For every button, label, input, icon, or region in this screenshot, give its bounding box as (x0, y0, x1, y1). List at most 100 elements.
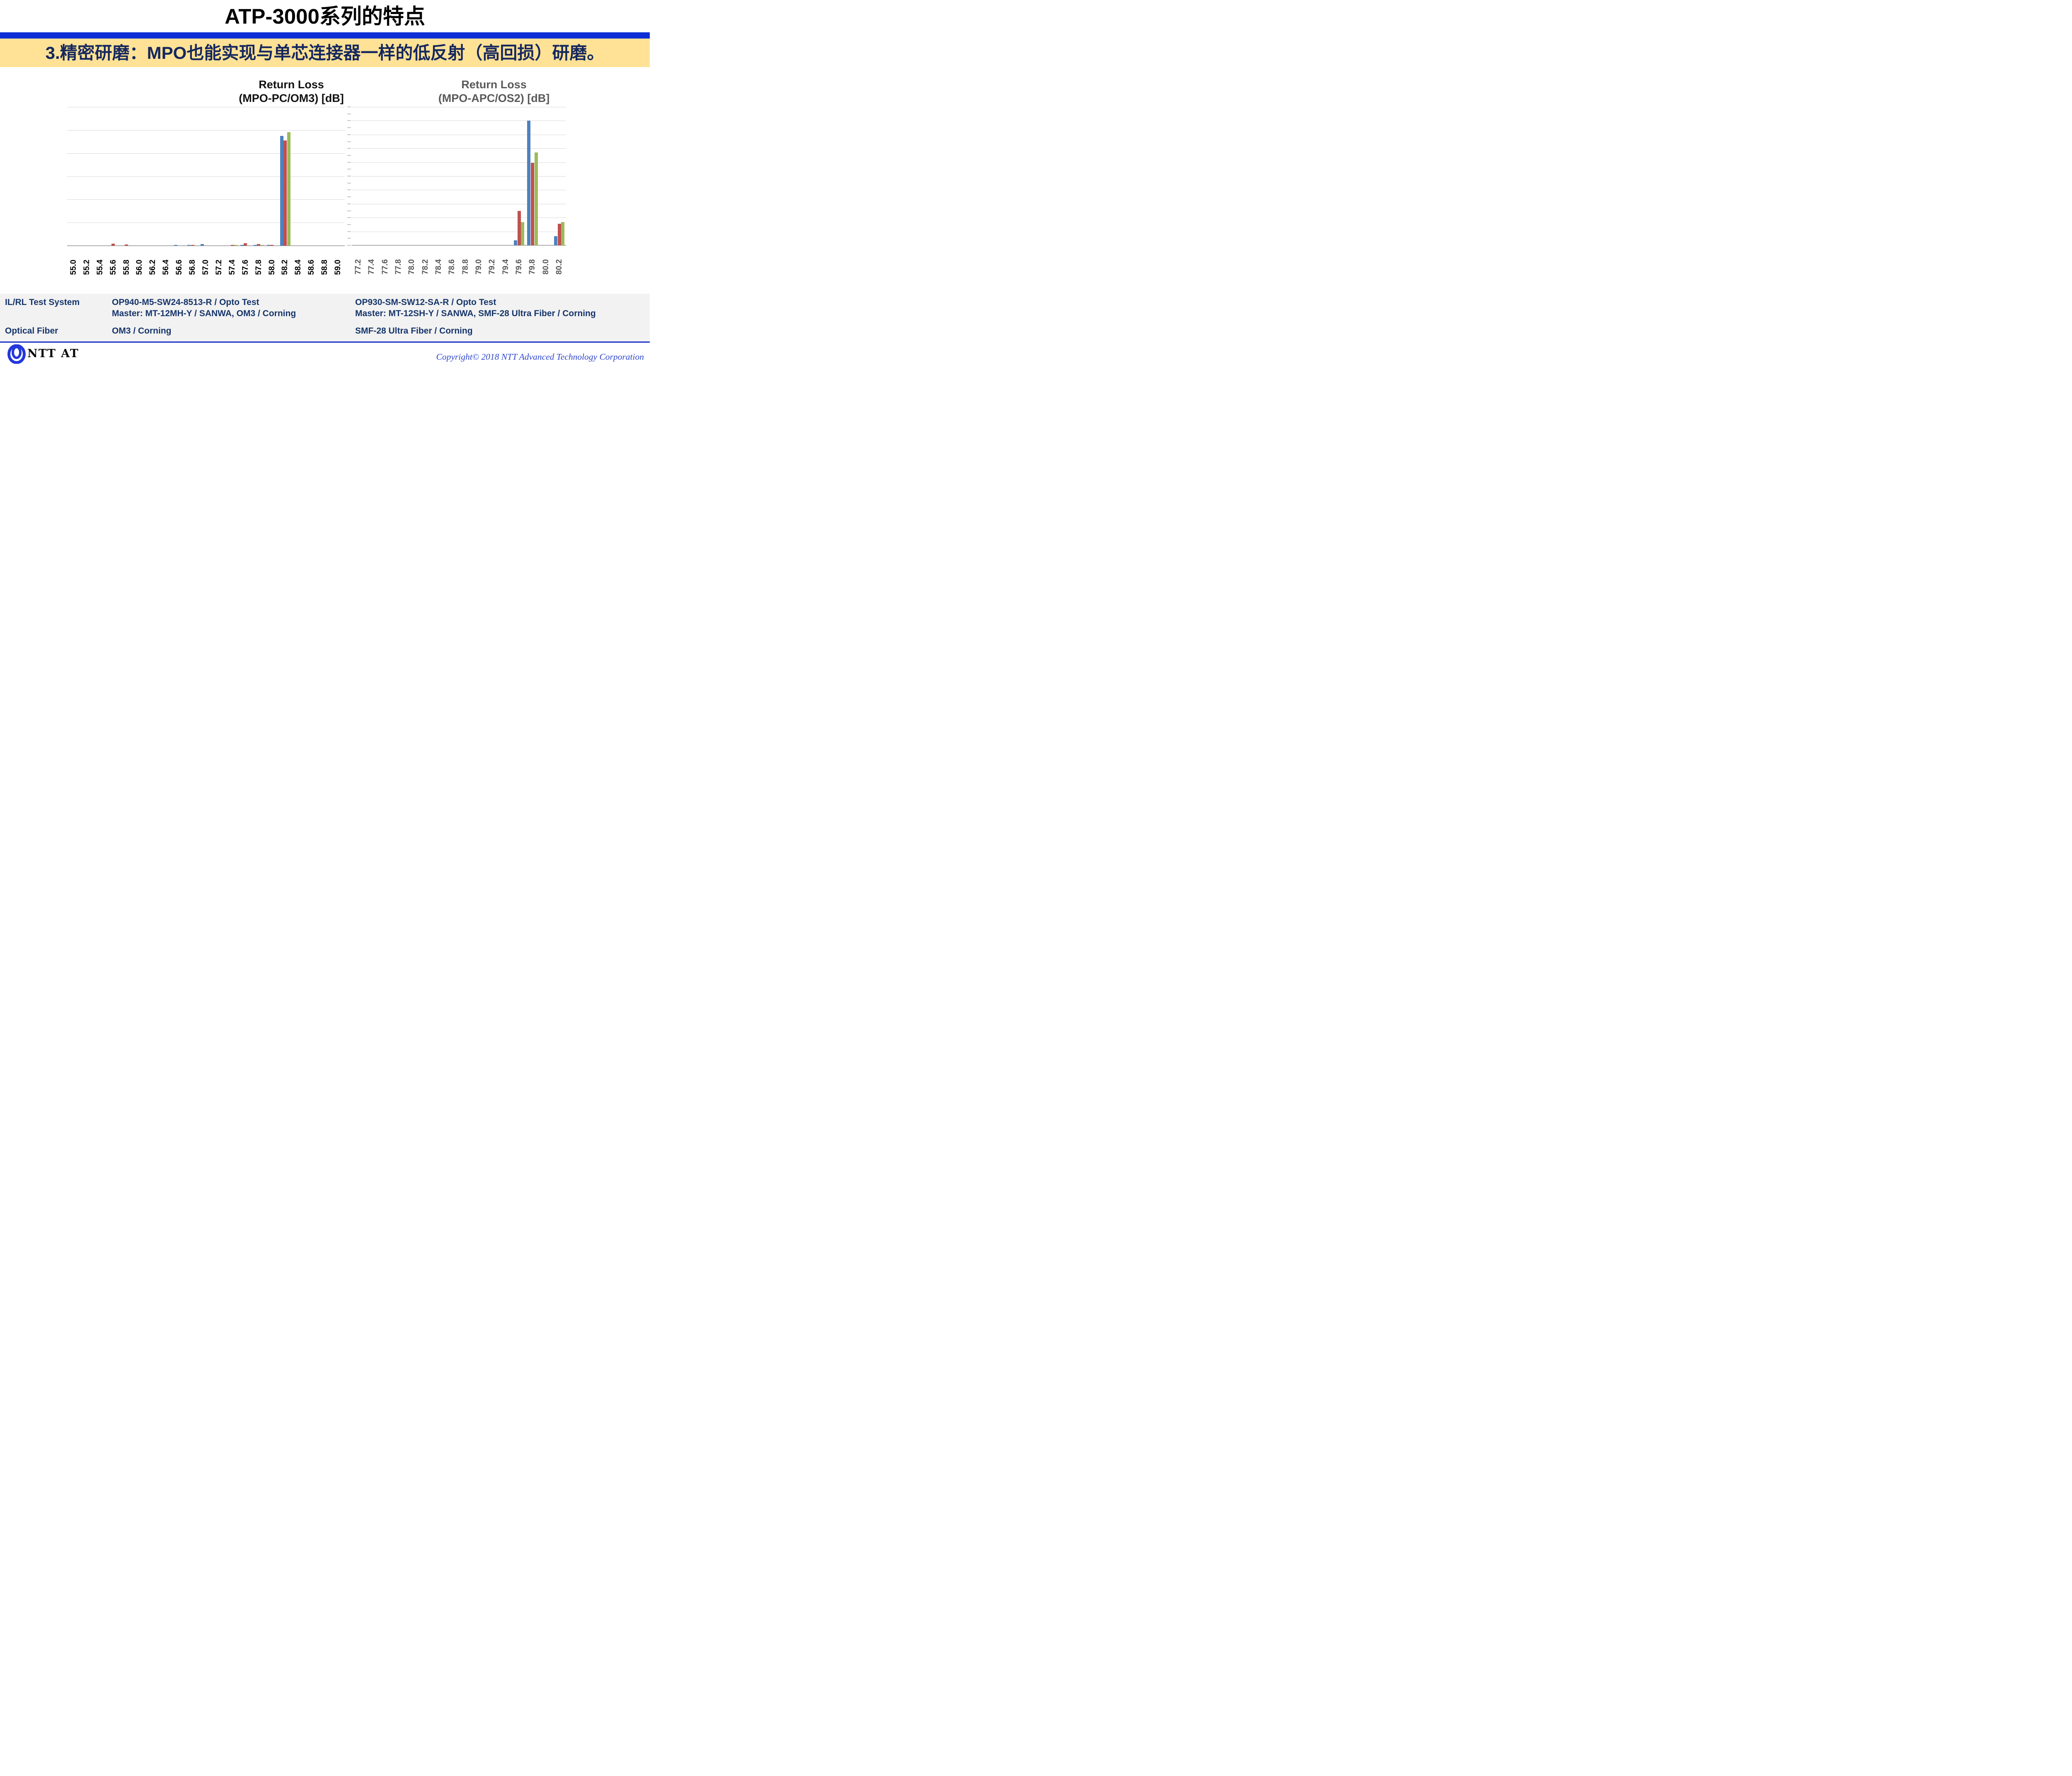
x-axis-label: 77.8 (394, 259, 403, 275)
x-axis-label: 56.2 (148, 259, 157, 275)
x-axis-label: 57.0 (201, 259, 210, 275)
x-axis-label: 55.2 (82, 259, 91, 275)
bar (244, 243, 247, 246)
bar (270, 244, 274, 246)
bar (530, 163, 534, 245)
x-axis-label: 57.6 (241, 259, 250, 275)
bar (557, 224, 561, 245)
x-axis-label: 55.8 (122, 259, 131, 275)
x-axis-label: 58.0 (267, 259, 276, 275)
bar (253, 245, 257, 246)
bar (534, 152, 538, 245)
headline-text: 3.精密研磨：MPO也能实现与单芯连接器一样的低反射（高回损）研磨。 (45, 43, 605, 63)
return-loss-mpo-pc-om3-chart: 55.0 55.2 55.4 55.6 55.8 56.0 56.2 56.4 56.6 56.8… (67, 107, 345, 275)
left-chart-title-line2: (MPO-PC/OM3) [dB] (239, 92, 344, 104)
footer-divider (0, 341, 650, 343)
right-chart-title-line1: Return Loss (461, 78, 527, 91)
y-axis-tick (347, 141, 351, 142)
table-value-os2-system-line1: OP930-SM-SW12-SA-R / Opto Test (355, 298, 496, 307)
gridline (67, 153, 345, 154)
gridline (352, 162, 566, 163)
y-axis-tick (347, 196, 351, 198)
y-axis-tick (347, 127, 351, 128)
bar (187, 244, 191, 246)
bar (554, 236, 557, 245)
y-axis-tick (347, 162, 351, 163)
bar (527, 121, 531, 245)
y-axis-tick (347, 155, 351, 156)
x-axis-label: 79.8 (528, 259, 537, 275)
y-axis-tick (347, 134, 351, 135)
bar (111, 243, 115, 246)
bar (257, 244, 261, 246)
y-axis-tick (347, 176, 351, 177)
left-chart-title-line1: Return Loss (259, 78, 324, 91)
bar (287, 132, 290, 246)
x-axis-label: 78.0 (407, 259, 416, 275)
copyright-text: Copyright© 2018 NTT Advanced Technology … (436, 352, 644, 362)
right-chart-title-line2: (MPO-APC/OS2) [dB] (438, 92, 550, 104)
y-axis-tick (347, 203, 351, 204)
x-axis-label: 56.0 (135, 259, 144, 275)
ntt-at-logo-text: NTT AT (27, 347, 79, 360)
x-axis-label: 78.6 (448, 259, 457, 275)
x-axis-label: 79.6 (514, 259, 523, 275)
headline-banner: 3.精密研磨：MPO也能实现与单芯连接器一样的低反射（高回损）研磨。 (0, 39, 650, 67)
left-chart-title: Return Loss (MPO-PC/OM3) [dB] (196, 78, 387, 105)
title-divider-bar (0, 32, 650, 39)
gridline (67, 199, 345, 200)
x-axis-label: 57.8 (254, 259, 263, 275)
x-axis-label: 80.0 (541, 259, 550, 275)
bar (283, 140, 287, 246)
x-axis-label: 77.4 (367, 259, 376, 275)
bar (280, 135, 283, 246)
return-loss-mpo-apc-os2-chart: 77.2 77.4 77.6 77.8 78.0 78.2 78.4 78.6 78.8 79.0… (347, 106, 566, 274)
x-axis-label: 55.4 (95, 259, 104, 275)
gridline (352, 176, 566, 177)
right-chart-title: Return Loss (MPO-APC/OS2) [dB] (399, 78, 589, 105)
x-axis-label: 55.6 (109, 259, 118, 275)
y-axis-tick (347, 106, 351, 107)
page-title: ATP-3000系列的特点 (225, 5, 425, 28)
slide: ATP-3000系列的特点 3.精密研磨：MPO也能实现与单芯连接器一样的低反射… (0, 0, 650, 365)
y-axis-tick (347, 148, 351, 149)
bar (240, 244, 244, 246)
bar (514, 240, 517, 245)
x-axis-label: 56.4 (162, 259, 171, 275)
x-axis-label: 58.2 (281, 259, 290, 275)
table-value-om3-fiber: OM3 / Corning (112, 326, 172, 336)
table-value-os2-fiber: SMF-28 Ultra Fiber / Corning (355, 326, 473, 336)
bar (266, 244, 270, 246)
y-axis-tick (347, 231, 351, 232)
x-axis-label: 79.2 (488, 259, 497, 275)
y-axis-tick (347, 224, 351, 225)
x-axis-label: 58.4 (294, 259, 303, 275)
y-axis-tick (347, 182, 351, 184)
x-axis-line (67, 245, 345, 246)
y-axis-tick (347, 238, 351, 239)
bar (125, 244, 128, 246)
table-label-optical-fiber: Optical Fiber (5, 326, 58, 336)
x-axis-label: 78.4 (434, 259, 443, 275)
table-value-om3-system-line1: OP940-M5-SW24-8513-R / Opto Test (112, 298, 259, 307)
y-axis-tick (347, 245, 351, 246)
table-label-test-system: IL/RL Test System (5, 298, 80, 307)
x-axis-label: 55.0 (69, 259, 78, 275)
table-value-om3-system-line2: Master: MT-12MH-Y / SANWA, OM3 / Corning (112, 309, 296, 318)
x-axis-label: 79.0 (474, 259, 483, 275)
x-axis-label: 59.0 (334, 259, 343, 275)
gridline (67, 130, 345, 131)
bar (230, 244, 234, 246)
ntt-logo-icon (7, 344, 26, 364)
bar (174, 244, 178, 246)
x-axis-label: 58.8 (320, 259, 329, 275)
x-axis-label: 56.8 (188, 259, 197, 275)
x-axis-label: 57.4 (228, 259, 237, 275)
bar (201, 244, 204, 246)
bar (260, 245, 264, 246)
bar (561, 222, 565, 245)
x-axis-label: 78.2 (421, 259, 430, 275)
x-axis-label: 77.6 (380, 259, 390, 275)
test-setup-table (0, 294, 650, 342)
x-axis-label: 80.2 (554, 259, 564, 275)
